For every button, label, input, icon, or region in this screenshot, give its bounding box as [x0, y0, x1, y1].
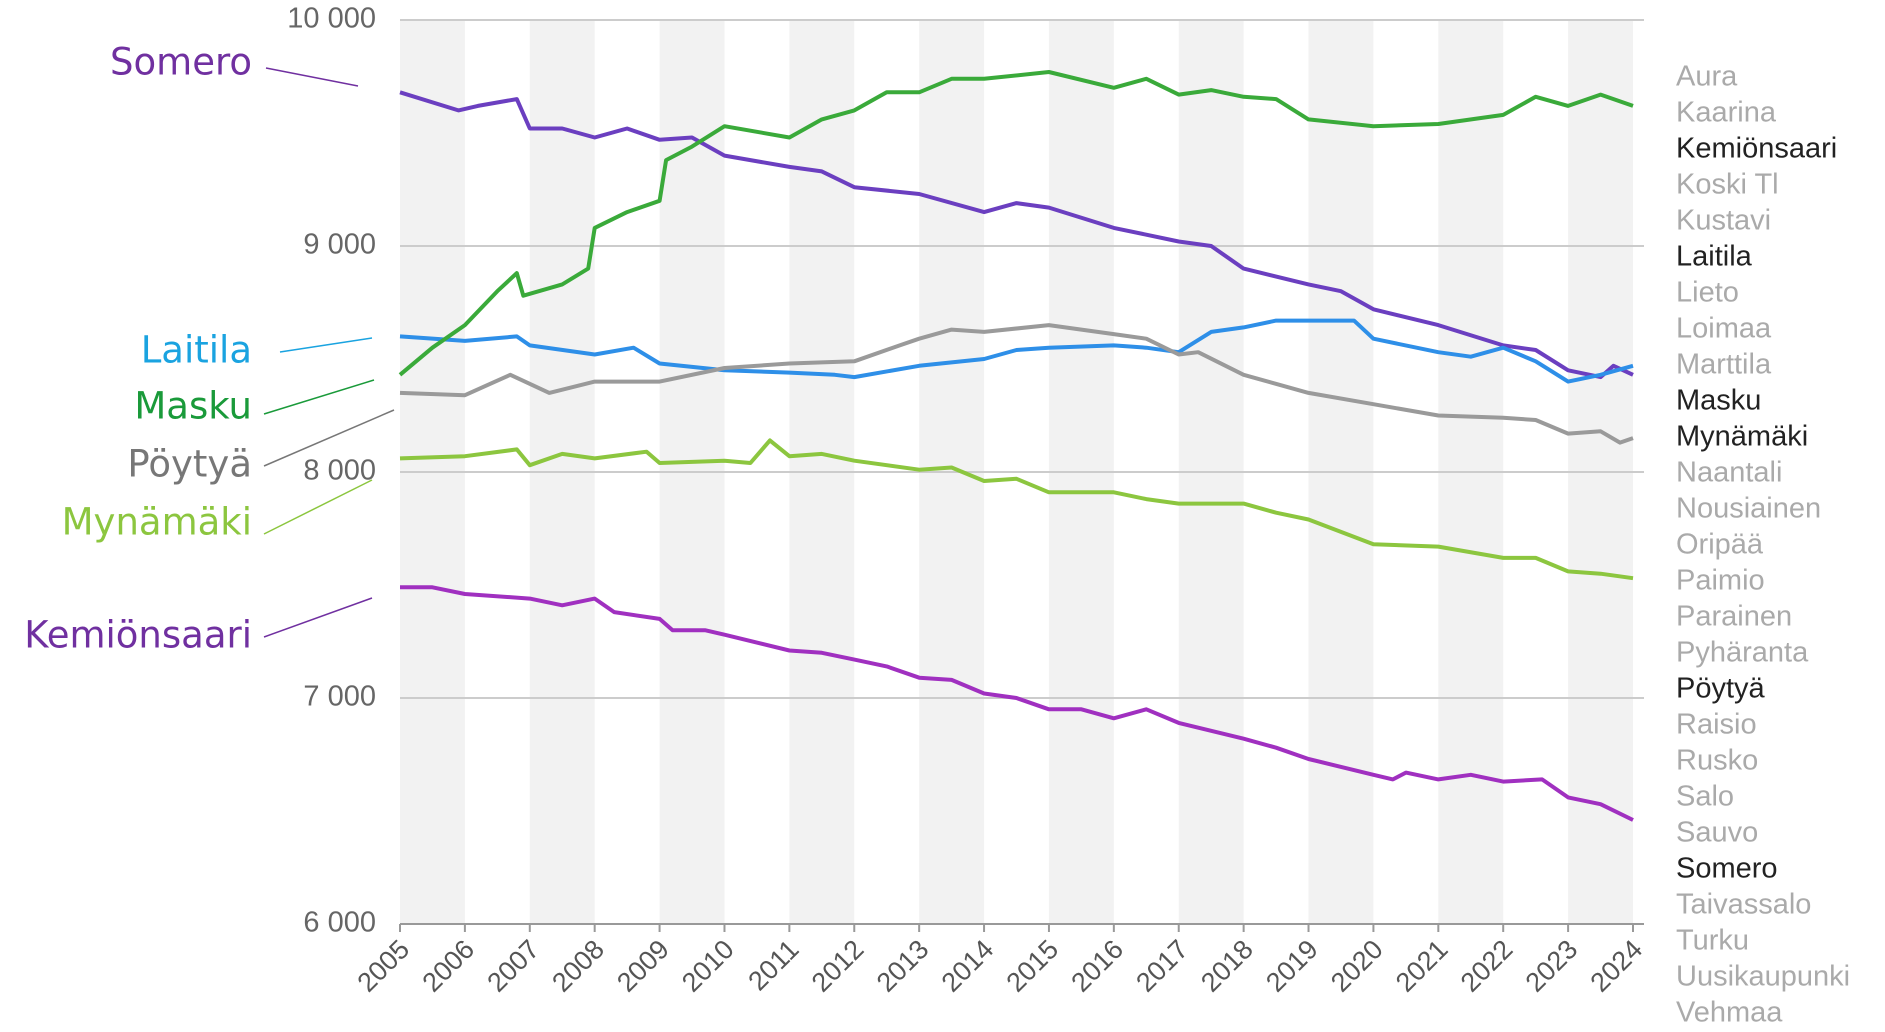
x-tick-label: 2009 — [611, 934, 675, 998]
series-line — [399, 90, 1634, 380]
x-tick-label: 2020 — [1325, 934, 1389, 998]
municipality-option[interactable]: Taivassalo — [1676, 889, 1811, 921]
municipality-option[interactable]: Oripää — [1676, 529, 1764, 561]
x-tick-label: 2014 — [936, 934, 1000, 998]
series-label: Pöytyä — [127, 443, 252, 486]
y-tick-label: 8 000 — [303, 455, 376, 487]
series-label: Somero — [110, 41, 252, 84]
municipality-option[interactable]: Nousiainen — [1676, 493, 1821, 525]
series-line — [398, 70, 1634, 377]
x-tick-label: 2006 — [416, 934, 480, 998]
municipality-option[interactable]: Loimaa — [1676, 313, 1772, 345]
annotation-leader — [263, 409, 395, 467]
x-tick-label: 2023 — [1520, 934, 1584, 998]
series-label: Laitila — [141, 329, 252, 372]
x-tick-label: 2024 — [1585, 934, 1649, 998]
municipality-option[interactable]: Salo — [1676, 781, 1734, 813]
annotation-leader — [265, 67, 359, 87]
x-tick-label: 2016 — [1065, 934, 1129, 998]
x-tick-label: 2012 — [806, 934, 870, 998]
municipality-option[interactable]: Masku — [1676, 385, 1761, 417]
x-tick-label: 2017 — [1130, 934, 1194, 998]
municipality-option[interactable]: Paimio — [1676, 565, 1765, 597]
y-tick-label: 6 000 — [303, 907, 376, 939]
municipality-option[interactable]: Vehmaa — [1676, 997, 1783, 1029]
municipality-option[interactable]: Naantali — [1676, 457, 1782, 489]
series-line — [399, 438, 1634, 581]
x-tick-label: 2015 — [1001, 934, 1065, 998]
series-label: Kemiönsaari — [24, 614, 252, 657]
municipality-option[interactable]: Parainen — [1676, 601, 1792, 633]
series-line — [400, 585, 1634, 822]
x-tick-label: 2011 — [742, 934, 804, 996]
x-tick-label: 2010 — [676, 934, 740, 998]
x-tick-label: 2019 — [1260, 934, 1324, 998]
municipality-option[interactable]: Turku — [1676, 925, 1749, 957]
municipality-option[interactable]: Rusko — [1676, 745, 1758, 777]
series-line — [399, 323, 1634, 445]
x-tick-label: 2007 — [481, 934, 545, 998]
x-tick-label: 2005 — [352, 934, 416, 998]
annotation-leader — [263, 379, 375, 415]
series-label: Masku — [134, 385, 252, 428]
series-label: Mynämäki — [62, 501, 252, 544]
municipality-option[interactable]: Kemiönsaari — [1676, 133, 1837, 165]
municipality-option[interactable]: Raisio — [1676, 709, 1757, 741]
y-tick-label: 10 000 — [287, 3, 376, 35]
municipality-option[interactable]: Uusikaupunki — [1676, 961, 1850, 993]
x-tick-label: 2022 — [1455, 934, 1519, 998]
x-tick-label: 2018 — [1195, 934, 1259, 998]
municipality-option[interactable]: Pöytyä — [1676, 673, 1766, 705]
series-line — [399, 318, 1634, 384]
x-tick-label: 2008 — [546, 934, 610, 998]
municipality-option[interactable]: Marttila — [1676, 349, 1772, 381]
annotation-leader — [263, 597, 373, 638]
x-tick-label: 2013 — [871, 934, 935, 998]
municipality-option[interactable]: Lieto — [1676, 277, 1739, 309]
municipality-option[interactable]: Mynämäki — [1676, 421, 1808, 453]
municipality-option[interactable]: Laitila — [1676, 241, 1753, 273]
municipality-option[interactable]: Somero — [1676, 853, 1778, 885]
annotation-leader — [279, 337, 373, 353]
municipality-option[interactable]: Koski Tl — [1676, 169, 1779, 201]
x-tick-label: 2021 — [1390, 934, 1454, 998]
municipality-option[interactable]: Aura — [1676, 61, 1738, 93]
municipality-option[interactable]: Kaarina — [1676, 97, 1777, 129]
y-tick-label: 7 000 — [303, 681, 376, 713]
annotation-leader — [263, 479, 373, 535]
y-tick-label: 9 000 — [303, 229, 376, 261]
municipality-option[interactable]: Sauvo — [1676, 817, 1758, 849]
municipality-option[interactable]: Pyhäranta — [1676, 637, 1809, 669]
municipality-option[interactable]: Kustavi — [1676, 205, 1771, 237]
